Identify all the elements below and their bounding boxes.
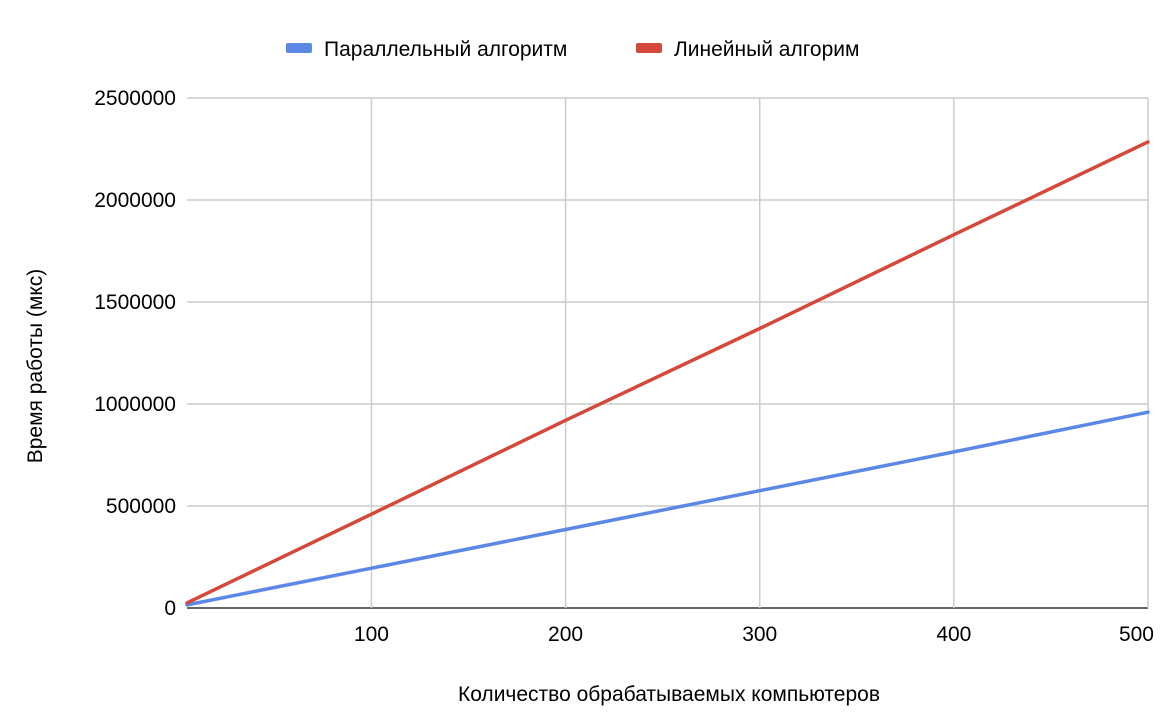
grid bbox=[187, 97, 1149, 609]
x-axis-ticks: 100 200 300 400 500 bbox=[354, 623, 1154, 646]
legend-label-1: Параллельный алгоритм bbox=[324, 38, 567, 61]
x-tick-label: 300 bbox=[742, 623, 777, 646]
x-tick-label: 400 bbox=[936, 623, 971, 646]
y-tick-label: 500000 bbox=[106, 495, 176, 518]
series-line-1 bbox=[185, 410, 1150, 607]
x-axis-label: Количество обрабатываемых компьютеров bbox=[458, 683, 880, 706]
legend-label-2: Линейный алгорим bbox=[674, 38, 859, 61]
legend: Параллельный алгоритм Линейный алгорим bbox=[286, 38, 859, 61]
x-tick-label: 200 bbox=[548, 623, 583, 646]
series-lines bbox=[185, 140, 1150, 607]
y-tick-label: 2000000 bbox=[94, 189, 176, 212]
y-axis-ticks: 0 500000 1000000 1500000 2000000 2500000 bbox=[94, 87, 176, 620]
y-tick-label: 0 bbox=[164, 597, 176, 620]
legend-swatch-1 bbox=[286, 43, 312, 53]
y-axis-label: Время работы (мкс) bbox=[24, 269, 47, 464]
series-line-2 bbox=[185, 140, 1150, 605]
y-tick-label: 2500000 bbox=[94, 87, 176, 110]
legend-swatch-2 bbox=[636, 43, 662, 53]
x-tick-label: 100 bbox=[354, 623, 389, 646]
x-tick-label: 500 bbox=[1119, 623, 1154, 646]
y-tick-label: 1000000 bbox=[94, 393, 176, 416]
y-tick-label: 1500000 bbox=[94, 291, 176, 314]
